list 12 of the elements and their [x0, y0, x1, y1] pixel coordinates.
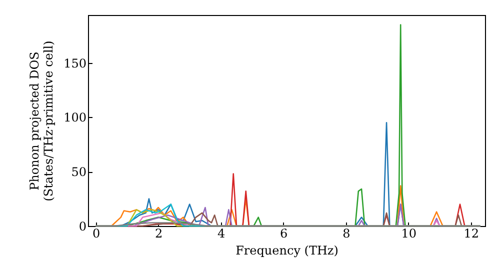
x-tick-label: 8 — [342, 226, 350, 240]
y-tick-label: 150 — [64, 56, 86, 70]
x-tick-label: 10 — [401, 226, 417, 240]
x-tick-label: 12 — [464, 226, 480, 240]
y-tick-label: 100 — [64, 110, 86, 125]
x-tick-label: 0 — [92, 226, 100, 240]
x-tick-label: 2 — [155, 226, 163, 240]
x-tick-label: 4 — [218, 226, 226, 240]
y-tick-label: 50 — [71, 165, 86, 180]
x-tick-label: 6 — [280, 226, 288, 240]
y-axis-title: Phonon projected DOS (States/THz·primitive cell) — [28, 40, 56, 202]
x-axis-title: Frequency (THz) — [236, 244, 338, 258]
